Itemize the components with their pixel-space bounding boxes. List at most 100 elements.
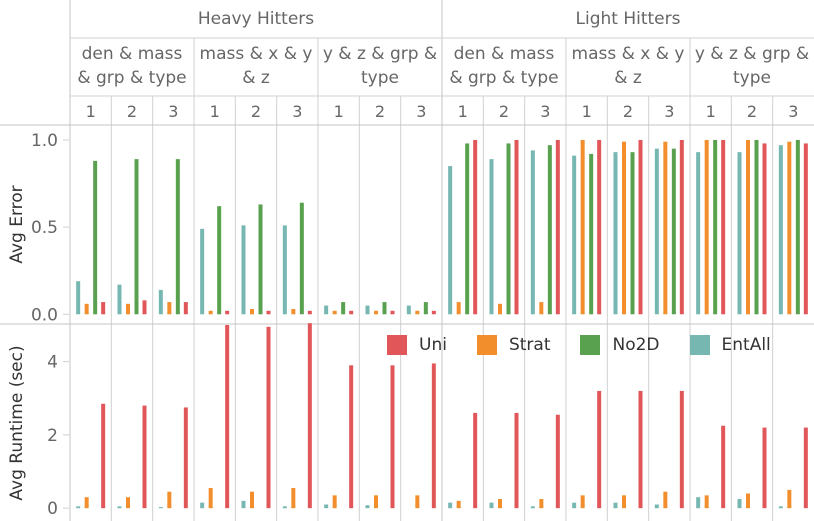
y-tick-label: 1.0 bbox=[31, 131, 58, 151]
bar-strat bbox=[622, 495, 626, 509]
legend-item-strat: Strat bbox=[476, 335, 551, 355]
bar-uni bbox=[101, 302, 106, 315]
y-tick-label: 0.0 bbox=[31, 305, 58, 325]
bar-strat bbox=[374, 310, 378, 315]
bar-uni bbox=[721, 425, 726, 509]
bar-uni bbox=[390, 365, 395, 509]
bar-uni bbox=[142, 405, 147, 509]
bar-strat bbox=[787, 489, 792, 509]
legend-label-no2d: No2D bbox=[612, 335, 660, 355]
y-tick-label: 0.5 bbox=[31, 218, 58, 238]
bar-entall bbox=[158, 507, 163, 509]
bar-uni bbox=[555, 414, 560, 509]
column-label: 3 bbox=[292, 102, 302, 121]
y-tick-label: 4 bbox=[47, 353, 58, 373]
bar-entall bbox=[778, 506, 783, 509]
bar-entall bbox=[200, 502, 205, 509]
column-label: 3 bbox=[416, 102, 426, 121]
bar-uni bbox=[225, 325, 230, 509]
bar-entall bbox=[241, 225, 246, 315]
bar-strat bbox=[580, 139, 585, 315]
bar-uni bbox=[183, 407, 188, 509]
bar-strat bbox=[250, 309, 254, 315]
column-label: 1 bbox=[706, 102, 716, 121]
bar-uni bbox=[473, 412, 478, 509]
column-label: 1 bbox=[334, 102, 344, 121]
sub-group-label: type bbox=[733, 68, 771, 88]
bar-entall bbox=[365, 505, 370, 509]
bar-uni bbox=[638, 390, 643, 509]
bar-uni bbox=[101, 403, 106, 509]
bar-strat bbox=[663, 141, 668, 315]
bar-strat bbox=[291, 309, 296, 315]
bar-strat bbox=[456, 500, 461, 509]
bar-uni bbox=[307, 323, 312, 509]
bar-strat bbox=[167, 302, 172, 315]
bar-entall bbox=[117, 506, 122, 509]
legend-swatch-strat bbox=[476, 335, 497, 355]
bar-uni bbox=[762, 143, 767, 315]
column-label: 2 bbox=[251, 102, 261, 121]
column-label: 3 bbox=[540, 102, 550, 121]
top-group-label: Light Hitters bbox=[576, 9, 681, 29]
bar-entall bbox=[489, 159, 494, 315]
column-label: 1 bbox=[86, 102, 96, 121]
bar-entall bbox=[448, 502, 453, 509]
bar-strat bbox=[332, 310, 337, 315]
bar-strat bbox=[539, 499, 544, 509]
sub-group-label: & grp & type bbox=[449, 68, 558, 88]
bar-uni bbox=[183, 302, 188, 315]
column-label: 2 bbox=[375, 102, 385, 121]
bar-entall bbox=[76, 506, 81, 509]
sub-group-label: & grp & type bbox=[77, 68, 186, 88]
bar-uni bbox=[266, 310, 271, 315]
sub-group-label: mass & x & y bbox=[572, 44, 685, 64]
column-label: 2 bbox=[499, 102, 509, 121]
bar-no2d bbox=[795, 139, 800, 315]
legend-item-uni: Uni bbox=[387, 335, 447, 355]
bar-uni bbox=[803, 427, 808, 509]
bar-uni bbox=[638, 139, 643, 315]
bar-uni bbox=[142, 300, 147, 315]
bar-strat bbox=[250, 491, 254, 509]
bar-entall bbox=[572, 502, 577, 509]
bar-uni bbox=[349, 365, 354, 509]
bar-no2d bbox=[423, 302, 428, 315]
bar-strat bbox=[126, 303, 130, 315]
bar-strat bbox=[704, 139, 709, 315]
sub-group-label: den & mass bbox=[82, 44, 183, 64]
sub-group-label: y & z & grp & bbox=[695, 44, 809, 64]
sub-group-label: den & mass bbox=[454, 44, 555, 64]
sub-group-label: & z bbox=[242, 68, 270, 88]
bar-entall bbox=[158, 289, 163, 315]
bar-strat bbox=[374, 495, 378, 509]
bar-strat bbox=[498, 303, 502, 315]
y-axis-label: Avg Runtime (sec) bbox=[7, 345, 27, 500]
bar-uni bbox=[266, 326, 271, 509]
bar-entall bbox=[696, 497, 701, 509]
bar-strat bbox=[291, 488, 296, 509]
legend-label-uni: Uni bbox=[419, 335, 447, 355]
bar-no2d bbox=[175, 159, 180, 315]
bar-entall bbox=[654, 148, 659, 315]
bar-strat bbox=[498, 499, 502, 509]
bar-entall bbox=[365, 305, 370, 315]
bar-entall bbox=[241, 500, 246, 509]
bar-strat bbox=[208, 488, 213, 509]
bar-no2d bbox=[465, 143, 470, 315]
bar-uni bbox=[803, 143, 808, 315]
legend-label-strat: Strat bbox=[508, 335, 551, 355]
bar-no2d bbox=[630, 152, 635, 315]
column-label: 1 bbox=[210, 102, 220, 121]
bar-no2d bbox=[589, 153, 594, 315]
bar-strat bbox=[580, 495, 585, 509]
bar-entall bbox=[778, 145, 783, 315]
bar-strat bbox=[704, 495, 709, 509]
bar-strat bbox=[746, 139, 750, 315]
legend-swatch-entall bbox=[689, 335, 710, 355]
bar-uni bbox=[555, 139, 560, 315]
bar-strat bbox=[539, 302, 544, 315]
bar-uni bbox=[721, 139, 726, 315]
bar-no2d bbox=[382, 302, 387, 315]
